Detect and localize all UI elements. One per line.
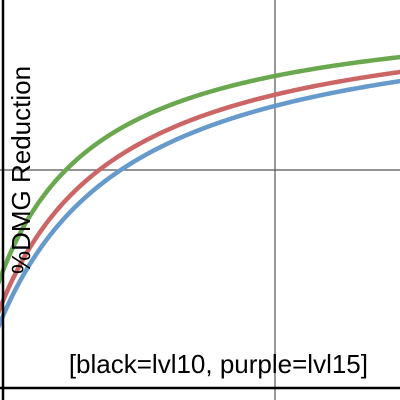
series-layer	[0, 54, 400, 329]
y-axis-label: %DMG Reduction	[6, 66, 36, 274]
series-line-1	[0, 54, 400, 286]
series-line-2	[0, 69, 400, 315]
series-line-3	[0, 78, 400, 329]
legend-annotation: [black=lvl10, purple=lvl15]	[69, 349, 368, 379]
